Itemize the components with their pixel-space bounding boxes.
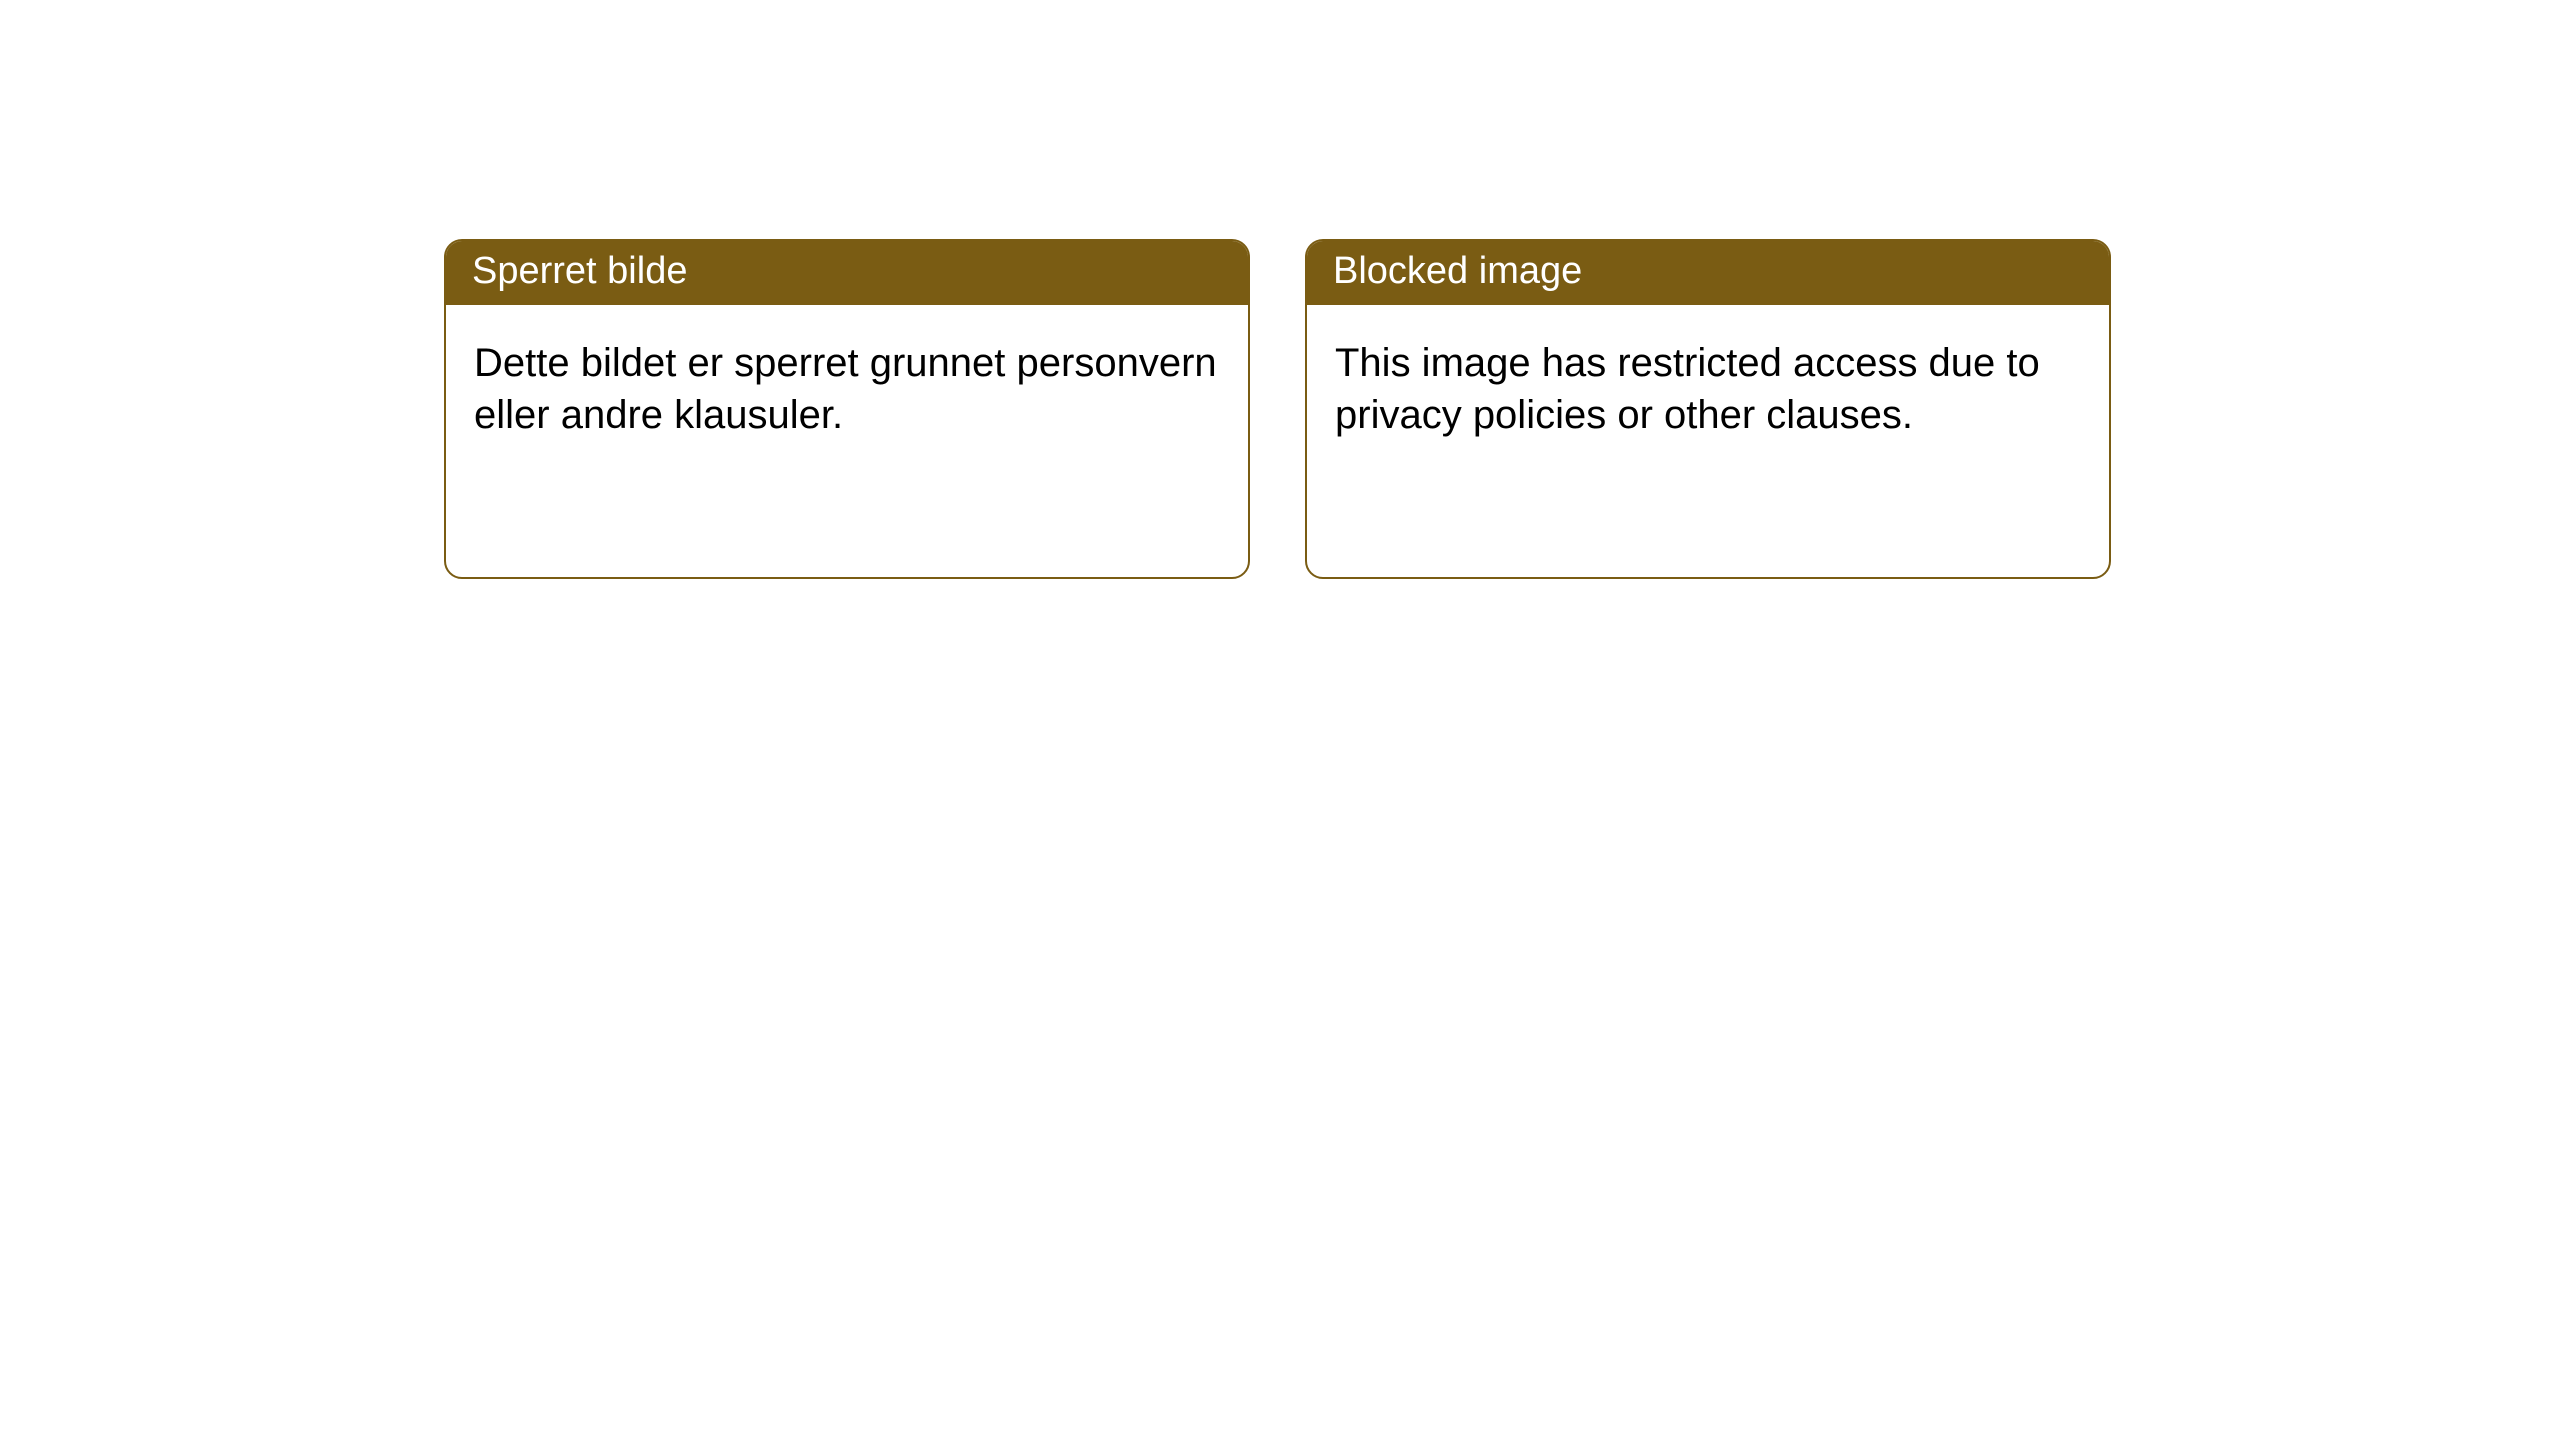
notice-container: Sperret bilde Dette bildet er sperret gr… [0, 0, 2560, 579]
card-header-no: Sperret bilde [446, 241, 1248, 305]
card-body-no: Dette bildet er sperret grunnet personve… [446, 305, 1248, 471]
blocked-image-card-en: Blocked image This image has restricted … [1305, 239, 2111, 579]
blocked-image-card-no: Sperret bilde Dette bildet er sperret gr… [444, 239, 1250, 579]
card-header-en: Blocked image [1307, 241, 2109, 305]
card-body-en: This image has restricted access due to … [1307, 305, 2109, 471]
